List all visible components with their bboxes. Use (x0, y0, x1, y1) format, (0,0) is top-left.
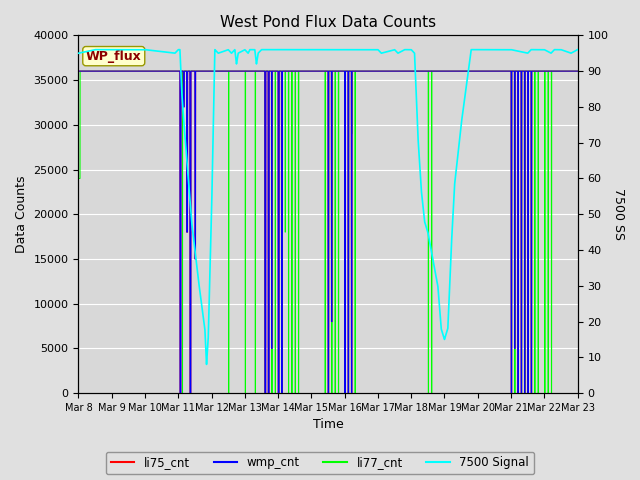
Y-axis label: 7500 SS: 7500 SS (612, 188, 625, 240)
X-axis label: Time: Time (312, 419, 344, 432)
Legend: li75_cnt, wmp_cnt, li77_cnt, 7500 Signal: li75_cnt, wmp_cnt, li77_cnt, 7500 Signal (106, 452, 534, 474)
Y-axis label: Data Counts: Data Counts (15, 176, 28, 253)
Title: West Pond Flux Data Counts: West Pond Flux Data Counts (220, 15, 436, 30)
Text: WP_flux: WP_flux (86, 49, 141, 63)
